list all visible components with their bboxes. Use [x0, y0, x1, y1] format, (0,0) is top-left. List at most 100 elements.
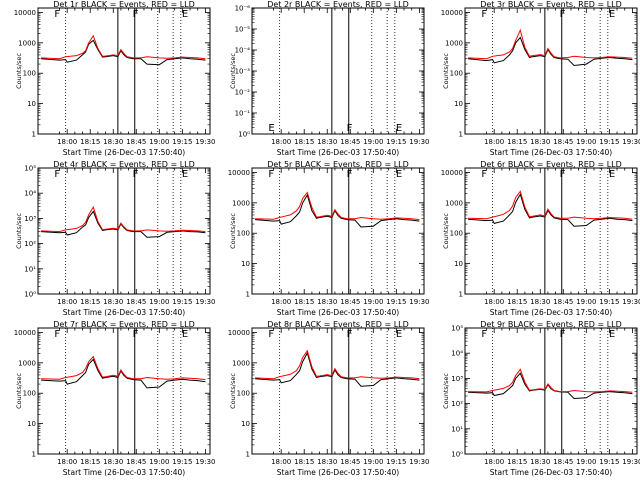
x-tick-label: 18:30	[103, 138, 123, 146]
y-tick-label: 10000	[228, 169, 250, 177]
x-tick-label: 18:45	[340, 298, 360, 306]
chart-title: Det 9r BLACK = Events, RED = LLD	[480, 320, 622, 329]
x-tick-label: 19:15	[172, 138, 192, 146]
x-tick-label: 18:30	[317, 138, 337, 146]
x-axis-label: Start Time (26-Dec-03 17:50:40)	[63, 308, 185, 317]
y-tick-label: 1000	[18, 39, 36, 47]
y-tick-label: 10⁰	[238, 131, 250, 139]
panel-det-4: Det 4r BLACK = Events, RED = LLD Counts/s…	[15, 160, 215, 317]
x-tick-label: 19:15	[599, 298, 619, 306]
x-tick-label: 18:00	[271, 458, 291, 466]
y-axis-label: Counts/sec	[15, 53, 23, 89]
x-tick-label: 18:15	[507, 138, 527, 146]
y-tick-label: 1000	[232, 359, 250, 367]
series-events-line	[255, 193, 420, 228]
series-lld-line	[41, 355, 206, 381]
chart-title: Det 8r BLACK = Events, RED = LLD	[267, 320, 409, 329]
y-tick-label: 10⁻³	[235, 68, 251, 76]
x-tick-label: 18:45	[553, 458, 573, 466]
y-tick-label: 1	[32, 131, 36, 139]
y-tick-label: 1000	[445, 39, 463, 47]
x-tick-label: 19:00	[576, 138, 596, 146]
series-lld-line	[255, 349, 420, 380]
x-tick-label: 18:15	[80, 138, 100, 146]
x-tick-label: 19:15	[172, 298, 192, 306]
y-tick-label: 10000	[14, 9, 36, 17]
series-events-line	[41, 210, 206, 238]
event-marker-label: F	[54, 329, 60, 340]
y-tick-label: 10⁻²	[235, 89, 251, 97]
y-tick-label: 1	[246, 291, 250, 299]
event-marker-label: F	[133, 329, 139, 340]
x-tick-label: 19:15	[172, 458, 192, 466]
y-tick-label: 10⁻⁶	[235, 5, 251, 13]
panel-det-3: Det 3r BLACK = Events, RED = LLD Counts/s…	[441, 0, 640, 157]
series-lld-line	[41, 34, 206, 60]
plot-frame	[37, 327, 211, 455]
x-tick-label: 18:45	[126, 138, 146, 146]
plot-frame	[251, 167, 425, 295]
event-marker-label: F	[481, 169, 487, 180]
x-tick-label: 18:30	[103, 458, 123, 466]
event-marker-label: F	[481, 9, 487, 20]
y-tick-label: 10000	[228, 329, 250, 337]
event-marker-label: F	[560, 329, 566, 340]
y-tick-label: 10²	[24, 240, 36, 248]
y-tick-label: 10	[454, 260, 463, 268]
y-tick-label: 100	[450, 70, 463, 78]
event-marker-label: F	[347, 123, 353, 134]
x-tick-label: 19:15	[599, 458, 619, 466]
x-tick-label: 18:00	[57, 458, 77, 466]
x-tick-label: 19:30	[622, 298, 640, 306]
event-marker-label: F	[133, 9, 139, 20]
x-tick-label: 19:30	[622, 458, 640, 466]
y-axis-label: Counts/sec	[15, 373, 23, 409]
x-tick-label: 19:30	[409, 458, 429, 466]
chart-title: Det 4r BLACK = Events, RED = LLD	[53, 160, 195, 169]
event-marker-label: E	[182, 329, 188, 340]
x-tick-label: 19:00	[149, 298, 169, 306]
event-marker-label: F	[347, 169, 353, 180]
x-tick-label: 18:45	[126, 458, 146, 466]
plot-frame	[37, 167, 211, 295]
x-tick-label: 18:15	[507, 458, 527, 466]
event-marker-label: E	[396, 123, 402, 134]
y-tick-label: 10	[27, 100, 36, 108]
y-tick-label: 10	[27, 420, 36, 428]
series-events-line	[41, 358, 206, 389]
event-marker-label: E	[182, 169, 188, 180]
y-tick-label: 10⁵	[451, 325, 463, 333]
y-tick-label: 10⁰	[24, 291, 36, 299]
x-tick-label: 19:15	[386, 298, 406, 306]
x-tick-label: 19:15	[599, 138, 619, 146]
x-tick-label: 18:00	[271, 138, 291, 146]
event-marker-label: E	[396, 329, 402, 340]
x-axis-label: Start Time (26-Dec-03 17:50:40)	[277, 148, 399, 157]
y-tick-label: 10⁻⁵	[235, 26, 251, 34]
plot-frame	[37, 7, 211, 135]
x-tick-label: 18:00	[57, 298, 77, 306]
event-marker-label: F	[133, 169, 139, 180]
y-axis-label: Counts/sec	[229, 213, 237, 249]
series-events-line	[468, 36, 633, 67]
y-tick-label: 10¹	[24, 265, 36, 273]
y-axis-label: Counts/sec	[442, 373, 450, 409]
y-tick-label: 1000	[445, 199, 463, 207]
x-tick-label: 18:00	[57, 138, 77, 146]
y-tick-label: 1000	[232, 199, 250, 207]
x-tick-label: 18:30	[103, 298, 123, 306]
x-tick-label: 19:30	[622, 138, 640, 146]
y-tick-label: 10⁻¹	[235, 110, 251, 118]
x-axis-label: Start Time (26-Dec-03 17:50:40)	[490, 148, 612, 157]
y-tick-label: 10	[454, 100, 463, 108]
y-tick-label: 1	[32, 451, 36, 459]
y-tick-label: 10	[241, 420, 250, 428]
x-tick-label: 19:15	[386, 138, 406, 146]
event-marker-label: F	[481, 329, 487, 340]
x-tick-label: 18:30	[317, 458, 337, 466]
y-tick-label: 100	[23, 390, 36, 398]
y-axis-label: Counts/sec	[442, 53, 450, 89]
event-marker-label: F	[268, 169, 274, 180]
x-tick-label: 19:00	[363, 298, 383, 306]
